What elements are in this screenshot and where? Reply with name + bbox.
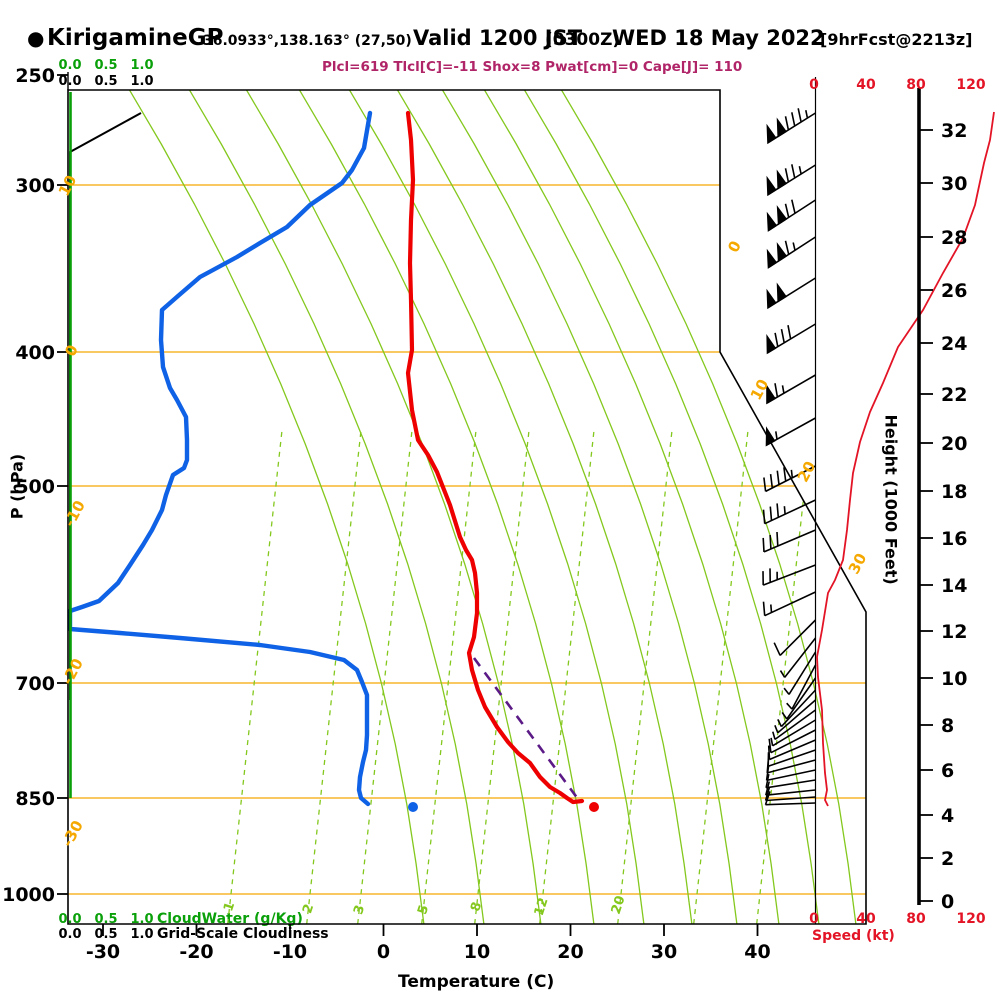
- height-tick-label: 24: [941, 333, 967, 355]
- temperature-tick-label: -10: [273, 941, 307, 963]
- speed-tick-label-bottom: 0: [809, 911, 819, 927]
- temperature-tick-label: 0: [377, 941, 390, 963]
- height-tick-label: 14: [941, 575, 967, 597]
- temperature-tick-label: 40: [744, 941, 770, 963]
- cloudwater-scale-label-bottom: 0.0: [58, 912, 81, 927]
- pressure-tick-label: 250: [15, 65, 55, 87]
- height-tick-label: 30: [941, 173, 967, 195]
- height-tick-label: 4: [941, 805, 954, 827]
- isotherm-label: 0: [724, 238, 745, 256]
- temperature-tick-label: 10: [464, 941, 490, 963]
- isotherm-label: 30: [845, 550, 871, 577]
- cloudiness-scale-label-top: 0.0: [58, 74, 81, 89]
- height-tick-label: 28: [941, 227, 967, 249]
- height-tick-label: 26: [941, 280, 967, 302]
- stability-parameters: Plcl=619 Tlcl[C]=-11 Shox=8 Pwat[cm]=0 C…: [322, 59, 743, 75]
- adiabat-label: 10: [55, 172, 81, 199]
- cloudiness-scale-label-bottom: 0.0: [58, 927, 81, 942]
- height-tick-label: 16: [941, 528, 967, 550]
- mixing-ratio-label: 12: [532, 896, 552, 918]
- height-tick-label: 6: [941, 760, 954, 782]
- temperature-axis-title: Temperature (C): [398, 972, 555, 992]
- speed-tick-label-top: 0: [809, 77, 819, 93]
- height-tick-label: 22: [941, 384, 967, 406]
- background-grid: [68, 90, 866, 924]
- pressure-tick-label: 850: [15, 788, 55, 810]
- temperature-tick-label: 30: [651, 941, 677, 963]
- temperature-curve: [405, 110, 585, 805]
- temperature-tick-label: 20: [557, 941, 583, 963]
- cloudiness-scale-label-top: 1.0: [130, 74, 153, 89]
- height-tick-label: 20: [941, 433, 967, 455]
- pressure-tick-label: 700: [15, 673, 55, 695]
- mixing-ratio-label: 2: [300, 902, 317, 915]
- station-name: KirigamineGP: [47, 25, 224, 51]
- chart-boundary: [67, 89, 867, 925]
- mixing-ratio-label: 5: [415, 903, 432, 916]
- height-tick-label: 12: [941, 621, 967, 643]
- pressure-tick-label: 400: [15, 342, 55, 364]
- parcel-ascent-line: [472, 657, 580, 800]
- speed-axis-title: Speed (kt): [812, 928, 895, 944]
- cloudwater-scale-label-top: 1.0: [130, 58, 153, 73]
- height-tick-label: 2: [941, 848, 954, 870]
- cloudiness-scale-label-bottom: 1.0: [130, 927, 153, 942]
- height-tick-label: 32: [941, 120, 967, 142]
- speed-profile-curve: [816, 111, 995, 807]
- speed-tick-label-bottom: 40: [856, 911, 876, 927]
- wind-barbs: [762, 108, 817, 806]
- height-tick-label: 18: [941, 481, 967, 503]
- cloudiness-scale-label-bottom: 0.5: [94, 927, 117, 942]
- cloudiness-profile: [69, 112, 142, 700]
- cloudwater-scale-label-bottom: 1.0: [130, 912, 153, 927]
- mixing-ratio-label: 8: [468, 900, 485, 913]
- mixing-ratio-label: 1: [221, 900, 238, 913]
- speed-tick-label-top: 40: [856, 77, 876, 93]
- temperature-tick-label: -20: [179, 941, 213, 963]
- valid-time: Valid 1200 JST: [413, 26, 583, 50]
- forecast-tag: [9hrFcst@2213z]: [820, 30, 973, 49]
- valid-date: WED 18 May 2022: [612, 26, 825, 50]
- valid-zulu: (0300Z): [545, 30, 621, 50]
- speed-tick-label-top: 120: [956, 77, 985, 93]
- cloudwater-scale-label-bottom: 0.5: [94, 912, 117, 927]
- speed-tick-label-bottom: 80: [906, 911, 926, 927]
- cloudiness-caption: Grid-Scale Cloudiness: [157, 926, 329, 942]
- speed-tick-label-top: 80: [906, 77, 926, 93]
- station-bullet-icon: ●: [27, 26, 45, 50]
- pressure-tick-label: 1000: [2, 884, 55, 906]
- height-tick-label: 0: [941, 891, 954, 913]
- mixing-ratio-label: 20: [609, 894, 629, 916]
- mixing-ratio-label: 3: [351, 903, 368, 916]
- pressure-tick-label: 500: [15, 476, 55, 498]
- surface-temp-dot: [589, 802, 599, 812]
- cloudwater-scale-label-top: 0.0: [58, 58, 81, 73]
- surface-dew-dot: [408, 802, 418, 812]
- adiabat-label: -30: [58, 817, 87, 849]
- station-coordinates: 36.0933°,138.163° (27,50): [203, 33, 412, 49]
- dewpoint-curve: [68, 110, 373, 807]
- speed-tick-label-bottom: 120: [956, 911, 985, 927]
- pressure-tick-label: 300: [15, 175, 55, 197]
- sounding-profiles: [68, 110, 585, 807]
- adiabat-label: -10: [60, 497, 89, 529]
- temperature-tick-label: -30: [86, 941, 120, 963]
- height-tick-label: 8: [941, 715, 954, 737]
- cloudwater-scale-label-top: 0.5: [94, 58, 117, 73]
- cloudwater-caption: CloudWater (g/Kg): [157, 911, 303, 927]
- height-tick-label: 10: [941, 668, 967, 690]
- cloudiness-scale-label-top: 0.5: [94, 74, 117, 89]
